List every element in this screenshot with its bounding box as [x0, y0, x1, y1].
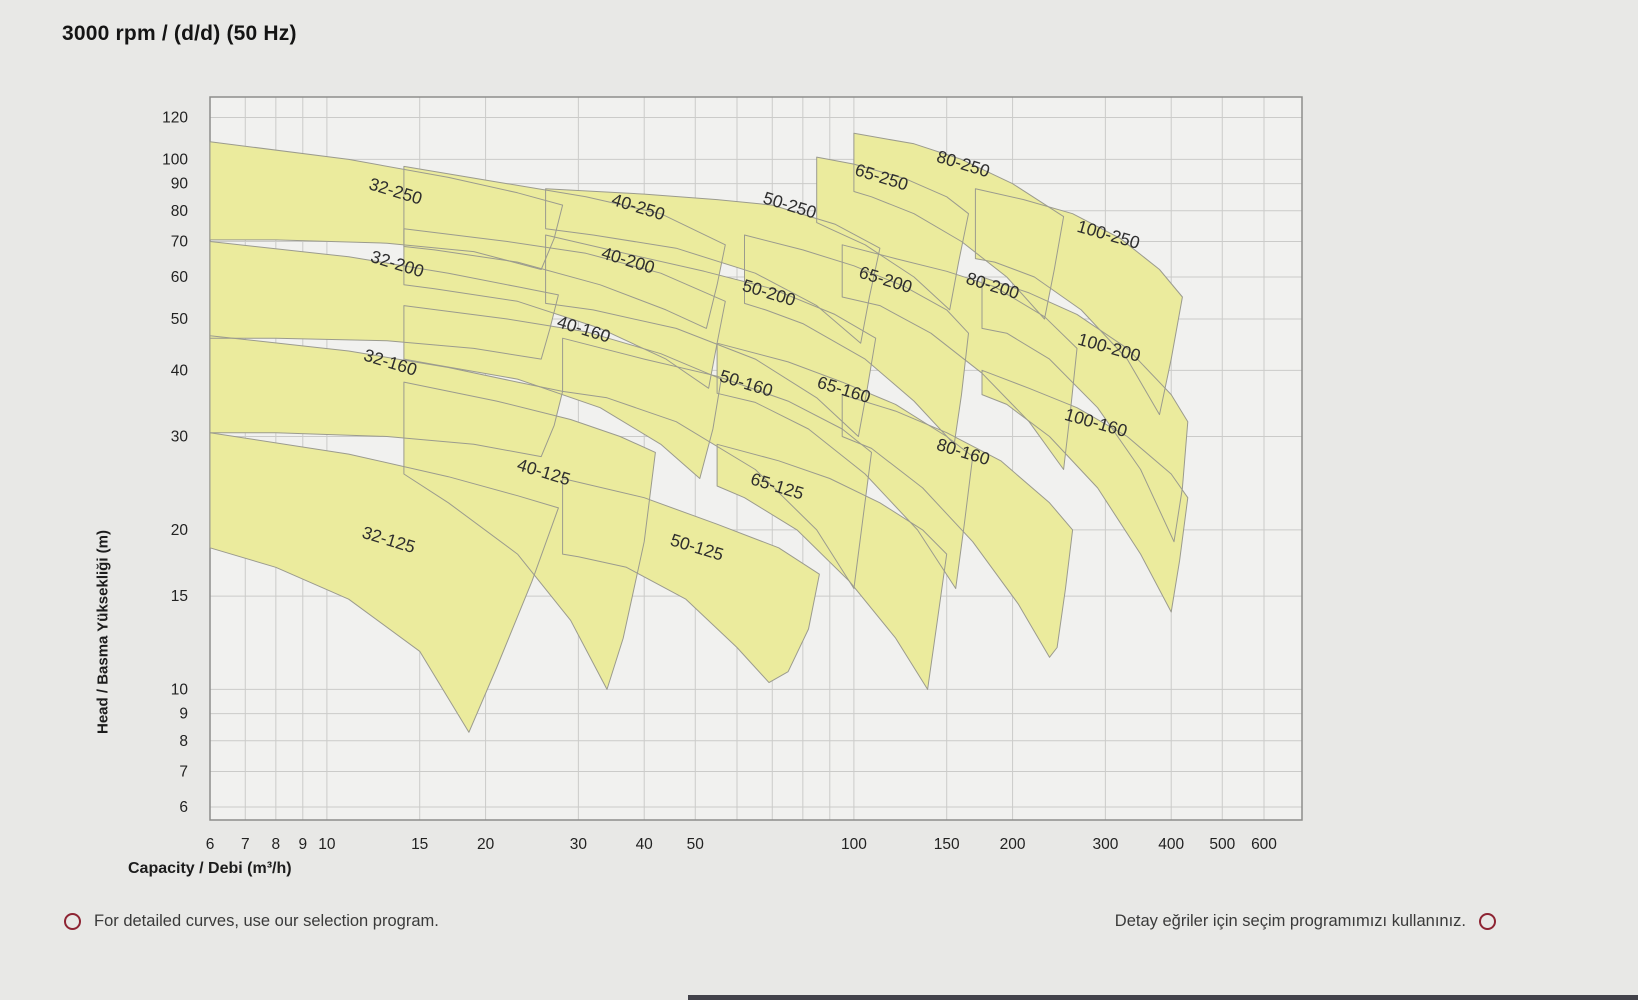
pump-region-fill-65-125: [717, 444, 947, 690]
footer-note-en-text: For detailed curves, use our selection p…: [94, 912, 439, 930]
pump-region-100-200[interactable]: [981, 276, 1189, 543]
y-tick-8: 8: [179, 733, 188, 750]
pump-region-40-200[interactable]: [403, 228, 726, 389]
pump-region-32-125[interactable]: [209, 432, 559, 733]
pump-region-fill-40-200: [403, 228, 726, 389]
y-tick-50: 50: [171, 311, 189, 328]
pump-region-32-160[interactable]: [209, 335, 564, 458]
pump-region-100-250[interactable]: [974, 188, 1183, 416]
bottom-edge-bar: [687, 995, 1638, 1000]
x-tick-300: 300: [1092, 836, 1118, 853]
y-tick-40: 40: [171, 362, 189, 379]
y-tick-80: 80: [171, 203, 189, 220]
footer-note-tr-text: Detay eğriler için seçim programımızı ku…: [1114, 912, 1466, 930]
y-tick-15: 15: [171, 588, 188, 605]
x-tick-600: 600: [1251, 836, 1277, 853]
pump-region-fill-40-125: [403, 382, 656, 690]
pump-region-fill-80-250: [853, 133, 1064, 319]
x-tick-200: 200: [1000, 836, 1026, 853]
pump-region-100-160[interactable]: [981, 369, 1189, 613]
pump-region-80-160[interactable]: [841, 394, 1074, 658]
x-tick-9: 9: [298, 836, 307, 853]
x-tick-15: 15: [411, 836, 428, 853]
pump-region-65-200[interactable]: [744, 234, 969, 445]
x-tick-8: 8: [271, 836, 280, 853]
footer-note-en: For detailed curves, use our selection p…: [64, 912, 439, 931]
pump-region-fill-50-200: [545, 235, 876, 437]
pump-region-50-125[interactable]: [562, 478, 820, 684]
y-tick-6: 6: [179, 799, 188, 816]
pump-region-50-160[interactable]: [562, 337, 872, 589]
y-tick-100: 100: [162, 151, 188, 168]
pump-region-40-125[interactable]: [403, 381, 656, 690]
pump-region-fill-65-160: [717, 343, 973, 589]
y-tick-90: 90: [171, 176, 189, 193]
bullet-ring-icon: [1479, 913, 1496, 930]
pump-region-40-250[interactable]: [403, 165, 726, 329]
x-tick-400: 400: [1158, 836, 1184, 853]
y-tick-20: 20: [171, 522, 189, 539]
pump-region-65-250[interactable]: [816, 156, 969, 311]
pump-region-80-200[interactable]: [841, 244, 1078, 470]
pump-region-fill-50-125: [562, 478, 820, 683]
x-tick-7: 7: [241, 836, 250, 853]
y-tick-9: 9: [179, 706, 188, 723]
x-tick-500: 500: [1209, 836, 1235, 853]
y-tick-60: 60: [171, 269, 189, 286]
x-axis-label: Capacity / Debi (m³/h): [128, 860, 292, 877]
pump-region-50-200[interactable]: [545, 234, 877, 437]
bullet-ring-icon: [64, 913, 81, 930]
x-tick-6: 6: [206, 836, 215, 853]
y-tick-120: 120: [162, 110, 188, 127]
x-tick-30: 30: [570, 836, 588, 853]
pump-region-fill-50-160: [562, 338, 872, 589]
pump-region-65-125[interactable]: [716, 443, 948, 690]
pump-region-fill-80-160: [842, 394, 1073, 658]
x-tick-100: 100: [841, 836, 867, 853]
y-tick-7: 7: [179, 764, 188, 781]
pump-region-fill-100-200: [982, 277, 1188, 542]
x-tick-150: 150: [934, 836, 960, 853]
x-tick-20: 20: [477, 836, 495, 853]
x-tick-10: 10: [318, 836, 336, 853]
y-tick-70: 70: [171, 234, 189, 251]
page-title: 3000 rpm / (d/d) (50 Hz): [62, 22, 297, 45]
pump-region-50-250[interactable]: [545, 188, 881, 344]
x-tick-40: 40: [636, 836, 654, 853]
y-tick-10: 10: [171, 681, 189, 698]
pump-region-40-160[interactable]: [403, 305, 722, 479]
pump-region-32-250[interactable]: [209, 141, 564, 270]
y-tick-30: 30: [171, 429, 189, 446]
pump-region-fill-50-250: [545, 188, 880, 344]
pump-region-32-200[interactable]: [209, 241, 559, 360]
pump-region-65-160[interactable]: [716, 342, 974, 589]
pump-region-80-250[interactable]: [853, 132, 1065, 320]
y-axis-label: Head / Basma Yüksekliği (m): [94, 530, 112, 734]
footer-note-tr: Detay eğriler için seçim programımızı ku…: [1115, 912, 1496, 931]
x-tick-50: 50: [687, 836, 705, 853]
